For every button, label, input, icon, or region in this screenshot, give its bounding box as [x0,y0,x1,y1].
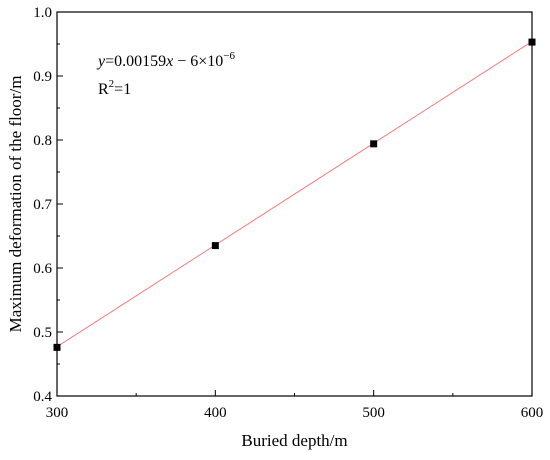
data-points [53,38,536,351]
tick-labels: 300 400 500 600 0.4 0.5 0.6 0.7 0.8 0.9 1.0 [33,5,543,421]
tick-marks [56,11,533,397]
fit-line [56,41,533,348]
x-tick-label: 600 [521,405,544,421]
y-tick-label: 0.7 [33,197,52,213]
r2-superscript: 2 [109,78,115,90]
x-tick-label: 400 [204,405,227,421]
data-point [528,38,536,46]
data-point [370,140,378,148]
equation-y: y [96,53,106,70]
x-axis-label: Buried depth/m [241,431,347,450]
y-tick-label: 0.8 [33,133,52,149]
r2-value: =1 [114,81,131,98]
x-tick-label: 300 [46,405,69,421]
y-tick-label: 0.9 [33,69,52,85]
equation-x: x [165,53,173,70]
data-point [53,343,61,351]
y-tick-label: 0.5 [33,325,52,341]
equation-intercept: − 6×10 [173,53,223,70]
y-axis-label: Maximum deformation of the floor/m [6,76,25,333]
y-tick-label: 0.6 [33,261,52,277]
equation-exponent: −6 [223,50,235,62]
equation-coefficient: =0.00159 [105,53,166,70]
x-tick-label: 500 [362,405,385,421]
r2-r: R [98,81,109,98]
equation-annotation: y=0.00159x − 6×10−6 [96,50,236,70]
r-squared-annotation: R2=1 [98,78,131,98]
y-tick-label: 1.0 [33,5,52,21]
data-point [211,242,219,250]
y-tick-label: 0.4 [33,389,52,405]
